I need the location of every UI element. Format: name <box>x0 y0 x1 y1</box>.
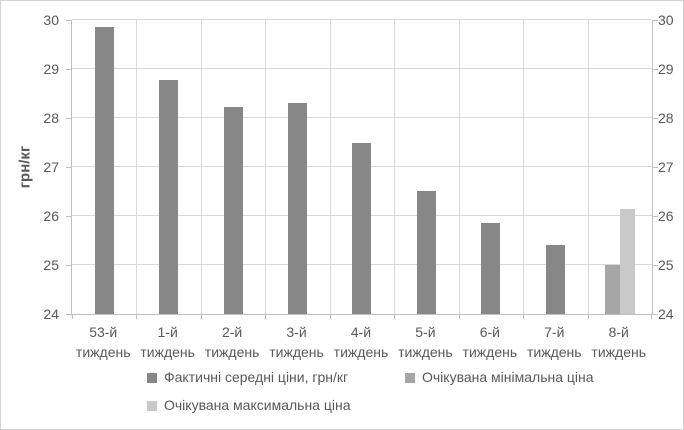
bar <box>159 80 179 314</box>
x-category-label: 8-й тиждень <box>591 324 646 360</box>
x-category-label: 2-й тиждень <box>204 324 260 360</box>
y-axis-tick <box>66 167 71 168</box>
category-cell <box>201 20 265 314</box>
y-tick-label-right: 26 <box>658 208 674 224</box>
bar <box>416 190 436 314</box>
h-gridline <box>72 116 652 118</box>
x-axis-tick <box>72 314 73 319</box>
y-tick-label-right: 24 <box>658 306 674 322</box>
y-tick-label-right: 30 <box>658 12 674 28</box>
category-cell <box>459 20 523 314</box>
bar <box>223 107 243 314</box>
x-axis-tick <box>458 314 460 319</box>
legend-item: Очікувана мінімальна ціна <box>405 370 594 385</box>
x-axis-tick <box>394 314 396 319</box>
plot-area <box>66 19 658 319</box>
legend: Фактичні середні ціни, грн/кг Очікувана м… <box>147 370 594 413</box>
y-tick-label-right: 27 <box>658 159 674 175</box>
x-category-label: 4-й тиждень <box>333 324 389 360</box>
v-gridline <box>394 20 396 314</box>
legend-swatch <box>147 372 157 383</box>
y-axis-labels-right: 24 25 26 27 28 29 30 <box>658 13 683 321</box>
y-axis-tick <box>66 265 71 266</box>
y-tick-label-left: 29 <box>43 61 59 77</box>
category-cell <box>394 20 458 314</box>
y-tick-label-left: 24 <box>43 306 59 322</box>
category-cell <box>136 20 200 314</box>
y-tick-label-left: 30 <box>43 12 59 28</box>
y-axis-tick <box>653 20 658 21</box>
v-gridline <box>523 20 525 314</box>
bar <box>545 245 565 314</box>
bar <box>94 27 114 314</box>
bar <box>481 223 501 314</box>
v-gridline <box>200 20 202 314</box>
legend-swatch <box>405 372 415 383</box>
v-gridline <box>136 20 138 314</box>
v-gridline <box>329 20 331 314</box>
y-axis-tick <box>653 69 658 70</box>
y-axis-tick <box>653 216 658 217</box>
y-tick-label-left: 26 <box>43 208 59 224</box>
x-axis-labels: 53-й тиждень 1-й тиждень 2-й тиждень 3-й тижден… <box>71 322 651 362</box>
legend-item: Очікувана максимальна ціна <box>147 398 405 413</box>
bar <box>619 208 635 314</box>
legend-label: Очікувана максимальна ціна <box>164 397 351 413</box>
y-tick-label-right: 28 <box>658 110 674 126</box>
category-cell <box>265 20 329 314</box>
x-category-label: 6-й тиждень <box>462 324 518 360</box>
legend-label: Очікувана мінімальна ціна <box>422 369 594 385</box>
legend-item: Фактичні середні ціни, грн/кг <box>147 370 405 385</box>
y-axis-tick <box>653 265 658 266</box>
x-axis-tick <box>523 314 525 319</box>
x-category-label: 7-й тиждень <box>526 324 582 360</box>
v-gridline <box>587 20 589 314</box>
v-gridline <box>458 20 460 314</box>
y-axis-tick <box>66 20 71 21</box>
x-axis-tick <box>136 314 138 319</box>
y-axis-tick <box>653 118 658 119</box>
y-axis-tick <box>66 69 71 70</box>
y-tick-label-left: 28 <box>43 110 59 126</box>
y-tick-label-right: 29 <box>658 61 674 77</box>
category-cell <box>588 20 652 314</box>
legend-label: Фактичні середні ціни, грн/кг <box>164 369 349 385</box>
y-axis-tick <box>653 314 658 315</box>
x-category-label: 5-й тиждень <box>398 324 453 360</box>
category-cell <box>330 20 394 314</box>
y-axis-tick <box>66 118 71 119</box>
v-gridline <box>265 20 267 314</box>
x-category-label: 53-й тиждень <box>75 324 131 360</box>
bar <box>604 265 620 314</box>
category-cell <box>72 20 136 314</box>
y-tick-label-right: 25 <box>658 257 674 273</box>
y-axis-tick <box>653 167 658 168</box>
bar <box>352 142 372 314</box>
y-axis-tick <box>66 216 71 217</box>
legend-swatch <box>147 400 157 411</box>
y-tick-label-left: 25 <box>43 257 59 273</box>
category-cell <box>523 20 587 314</box>
h-gridline <box>72 67 652 69</box>
y-axis-tick <box>66 314 71 315</box>
x-axis-tick <box>651 314 652 319</box>
x-category-label: 3-й тиждень <box>269 324 324 360</box>
x-axis-tick <box>200 314 202 319</box>
x-axis-tick <box>329 314 331 319</box>
x-category-label: 1-й тиждень <box>140 324 195 360</box>
y-tick-label-left: 27 <box>43 159 59 175</box>
y-axis-labels-left: 24 25 26 27 28 29 30 <box>1 13 59 321</box>
bar <box>288 103 308 314</box>
h-gridline <box>72 19 652 20</box>
x-axis-tick <box>265 314 267 319</box>
x-axis-tick <box>587 314 589 319</box>
